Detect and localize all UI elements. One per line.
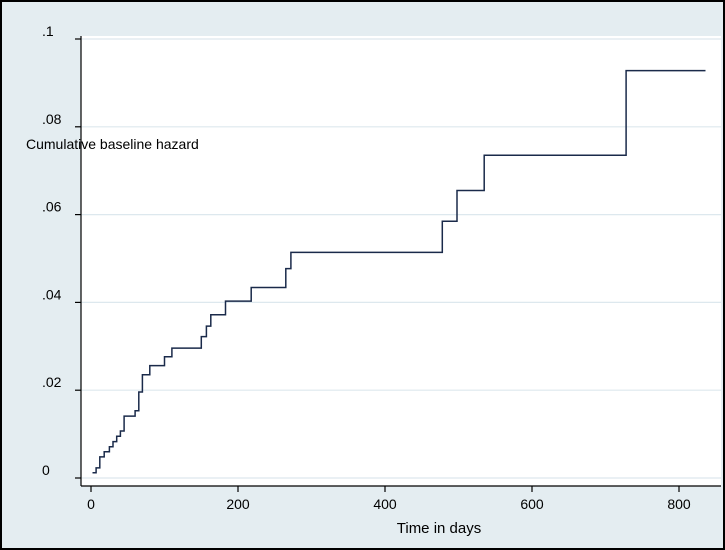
y-tick-label: .02 xyxy=(42,374,62,390)
x-axis-label: Time in days xyxy=(397,520,481,537)
plot-area xyxy=(81,36,721,486)
y-tick-label: .04 xyxy=(42,286,62,302)
y-tick-label: .06 xyxy=(42,199,62,215)
y-tick-label: .1 xyxy=(42,23,54,39)
axis-ticks: 0 .02 .04 .06 .08 .1 0 200 400 600 800 xyxy=(42,23,691,512)
y-axis-label: Cumulative baseline hazard xyxy=(26,136,199,152)
x-tick-label: 400 xyxy=(373,496,397,512)
x-tick-label: 200 xyxy=(226,496,250,512)
x-tick-label: 800 xyxy=(667,496,691,512)
grid-lines xyxy=(81,38,721,479)
x-tick-label: 0 xyxy=(87,496,95,512)
y-tick-label: 0 xyxy=(42,462,50,478)
series-line xyxy=(92,69,706,474)
y-tick-label: .08 xyxy=(42,111,62,127)
x-tick-label: 600 xyxy=(520,496,544,512)
